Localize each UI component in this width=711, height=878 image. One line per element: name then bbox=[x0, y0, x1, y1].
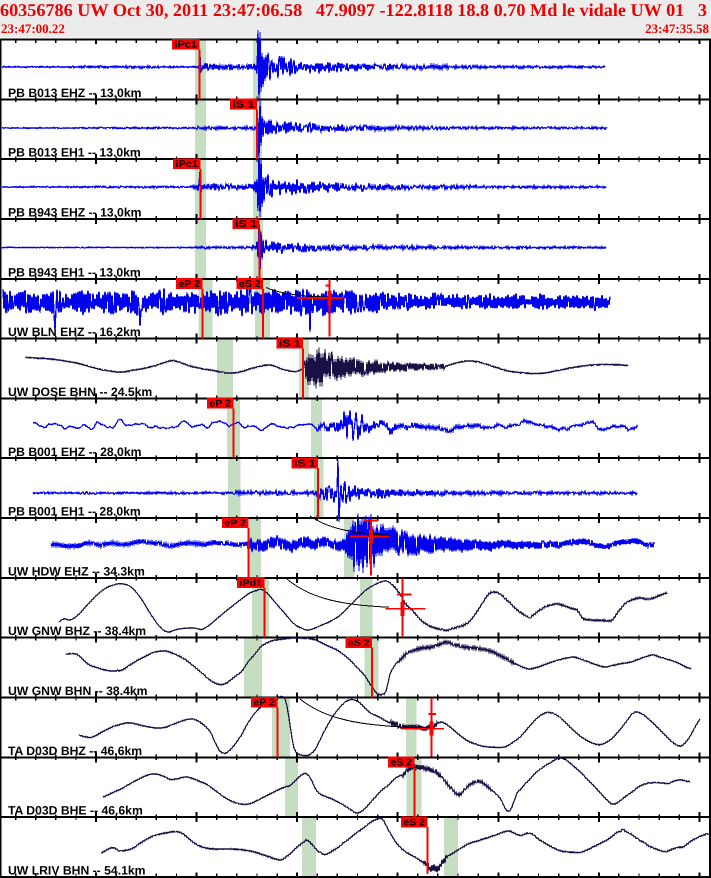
svg-text:PB B943 EHZ -- 13.0km: PB B943 EHZ -- 13.0km bbox=[8, 206, 142, 220]
svg-text:iS 1: iS 1 bbox=[235, 219, 258, 230]
svg-text:eS 2: eS 2 bbox=[239, 279, 261, 290]
svg-text:iS 1: iS 1 bbox=[279, 339, 301, 350]
svg-text:PB B943 EH1 -- 13.0km: PB B943 EH1 -- 13.0km bbox=[8, 265, 141, 279]
svg-text:23:47:00.22: 23:47:00.22 bbox=[1, 21, 65, 36]
svg-text:eS 2: eS 2 bbox=[348, 638, 370, 649]
svg-text:UW BLN EHZ -- 16.2km: UW BLN EHZ -- 16.2km bbox=[8, 325, 141, 339]
svg-text:UW DOSE BHN -- 24.5km: UW DOSE BHN -- 24.5km bbox=[8, 385, 152, 399]
svg-text:iS 1: iS 1 bbox=[233, 99, 256, 110]
svg-text:eS 2: eS 2 bbox=[390, 758, 412, 769]
svg-text:TA D03D BHE -- 46.6km: TA D03D BHE -- 46.6km bbox=[8, 804, 143, 818]
svg-text:TA D03D BHZ -- 46.6km: TA D03D BHZ -- 46.6km bbox=[8, 744, 142, 758]
svg-text:PB B013 EHZ -- 13.0km: PB B013 EHZ -- 13.0km bbox=[8, 86, 142, 100]
svg-text:UW GNW BHN -- 38.4km: UW GNW BHN -- 38.4km bbox=[8, 684, 148, 698]
svg-text:iS 1: iS 1 bbox=[294, 458, 316, 469]
svg-text:UW LRIV BHN -- 54.1km: UW LRIV BHN -- 54.1km bbox=[8, 864, 146, 878]
svg-text:PB B001 EH1 -- 28.0km: PB B001 EH1 -- 28.0km bbox=[8, 505, 141, 519]
svg-text:60356786 UW Oct 30, 2011 23:47: 60356786 UW Oct 30, 2011 23:47:06.58 47.… bbox=[0, 0, 707, 20]
svg-text:UW HDW EHZ -- 34.3km: UW HDW EHZ -- 34.3km bbox=[8, 564, 145, 578]
svg-text:eP 2: eP 2 bbox=[253, 698, 275, 709]
svg-text:UW GNW BHZ -- 38.4km: UW GNW BHZ -- 38.4km bbox=[8, 624, 146, 638]
svg-text:eP 2: eP 2 bbox=[224, 518, 246, 529]
svg-text:PB B013 EH1 -- 13.0km: PB B013 EH1 -- 13.0km bbox=[8, 146, 141, 160]
svg-text:23:47:35.58: 23:47:35.58 bbox=[645, 21, 709, 36]
svg-text:iPc1: iPc1 bbox=[176, 159, 199, 170]
svg-text:eP 2: eP 2 bbox=[178, 279, 200, 290]
svg-text:eS 2: eS 2 bbox=[403, 817, 425, 828]
svg-text:PB B001 EHZ -- 28.0km: PB B001 EHZ -- 28.0km bbox=[8, 445, 142, 459]
svg-text:iPc1: iPc1 bbox=[175, 40, 198, 51]
svg-text:iPd1: iPd1 bbox=[240, 578, 263, 589]
svg-text:eP 2: eP 2 bbox=[209, 399, 231, 410]
